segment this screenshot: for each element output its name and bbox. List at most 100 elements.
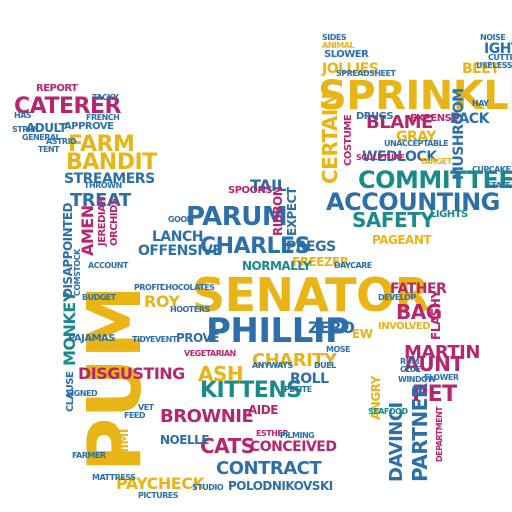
- word-mimi: MIMI: [117, 429, 131, 460]
- word-seafood: SEAFOOD: [368, 407, 408, 416]
- word-contract: CONTRACT: [216, 458, 322, 479]
- word-wedlock: WEDLOCK: [362, 149, 437, 165]
- word-father: FATHER: [390, 281, 447, 297]
- word-involved: INVOLVED: [378, 321, 431, 332]
- word-lights: LIGHTS: [430, 209, 468, 220]
- word-aunt: AUNT: [404, 352, 464, 376]
- word-tent: TENT: [38, 145, 60, 154]
- word-mattress: MATTRESS: [92, 473, 136, 482]
- word-certain: CERTAIN: [318, 92, 342, 184]
- word-ew: EW: [352, 327, 373, 341]
- word-animal: ANIMAL: [322, 41, 355, 50]
- word-good: GOOD: [168, 215, 193, 224]
- word-treat: TREAT: [70, 190, 131, 211]
- word-unacceptable: UNACCEPTABLE: [384, 139, 449, 148]
- word-vet: VET: [138, 403, 154, 412]
- word-develop: DEVELOP: [378, 293, 416, 302]
- word-phillip: PHILLIP: [206, 311, 350, 351]
- word-spoons: SPOONS: [228, 185, 273, 196]
- word-french: FRENCH: [86, 113, 120, 122]
- word-vegetarian: VEGETARIAN: [184, 349, 236, 358]
- word-spreadsheet: SPREADSHEET: [336, 69, 396, 78]
- word-report: REPORT: [36, 83, 78, 94]
- word-budget: BUDGET: [82, 293, 116, 302]
- word-gray: GRAY: [396, 129, 436, 145]
- word-hay: HAY: [472, 99, 489, 108]
- word-state: STATE: [486, 181, 511, 190]
- word-signed: SIGNED: [66, 389, 98, 398]
- word-astrid: ASTRID: [46, 137, 77, 146]
- word-noelle: NOELLE: [160, 433, 209, 447]
- word-tacky: TACKY: [92, 93, 119, 102]
- word-cutting: CUTTING: [488, 53, 512, 62]
- word-esther: ESTHER: [256, 429, 289, 438]
- word-costume: COSTUME: [343, 114, 354, 166]
- word-mose: MOSE: [326, 345, 351, 354]
- word-adult: ADULT: [26, 121, 67, 135]
- word-farm: FARM: [68, 132, 135, 157]
- word-freezer: FREEZER: [292, 255, 349, 269]
- word-normally: NORMALLY: [242, 259, 311, 273]
- word-parum: PARUM: [186, 202, 288, 232]
- word-pajamas: PAJAMAS: [68, 333, 116, 344]
- word-general: GENERAL: [22, 133, 61, 142]
- word-offensive: OFFENSIVE: [138, 243, 222, 259]
- word-accounting: ACCOUNTING: [326, 188, 500, 216]
- word-pet: PET: [412, 382, 457, 407]
- word-monkey: MONKEY: [60, 291, 79, 366]
- word-filming: FILMING: [280, 431, 315, 440]
- word-roll: ROLL: [290, 371, 329, 387]
- word-clue: CLUE: [400, 365, 421, 374]
- word-blame: BLAME: [366, 112, 433, 133]
- word-caterer: CATERER: [14, 94, 121, 119]
- word-duel: DUEL: [314, 361, 336, 370]
- word-pictures: PICTURES: [138, 491, 179, 500]
- word-partner: PARTNER: [408, 383, 432, 482]
- word-bag: BAG: [396, 300, 442, 324]
- word-kittens: KITTENS: [200, 378, 302, 403]
- word-expense: EXPENSE: [410, 113, 458, 124]
- word-chocolates: CHOCOLATES: [160, 283, 215, 292]
- word-roy: ROY: [144, 292, 180, 311]
- word-flower: FLOWER: [424, 373, 459, 382]
- word-drugs: DRUGS: [356, 111, 394, 122]
- word-jollies: JOLLIES: [322, 61, 379, 77]
- word-brownie: BROWNIE: [160, 406, 254, 427]
- word-pageant: PAGEANT: [372, 233, 432, 247]
- word-sculpture: SCULPTURE: [356, 153, 405, 162]
- word-zero: ZERO: [308, 318, 355, 337]
- word-approve: APPROVE: [64, 121, 114, 132]
- word-ight: IGHT: [484, 41, 512, 57]
- word-beet: BEET: [462, 61, 500, 77]
- word-thrown: THROWN: [84, 181, 122, 190]
- word-senator: SENATOR: [192, 268, 430, 322]
- word-slower: SLOWER: [324, 49, 369, 60]
- word-tail: TAIL: [250, 176, 287, 195]
- word-useless: USELESS: [476, 61, 512, 70]
- word-window: WINDOW: [398, 375, 436, 384]
- word-polodnikovski: POLODNIKOVSKI: [228, 479, 333, 493]
- word-hooters: HOOTERS: [170, 305, 210, 314]
- word-charles: CHARLES: [200, 234, 310, 259]
- word-target: TARGET: [420, 157, 452, 166]
- word-petite: PETITE: [284, 385, 312, 394]
- word-bandit: BANDIT: [66, 150, 157, 175]
- word-pregs: PREGS: [286, 239, 336, 255]
- word-rum: RUM: [400, 357, 420, 366]
- word-sides: SIDES: [322, 33, 347, 42]
- word-amen: AMEN: [78, 205, 97, 256]
- word-flashy: FLASHY: [429, 290, 443, 340]
- word-sprinkles: SPRINKLES: [318, 73, 512, 119]
- word-studio: STUDIO: [192, 483, 224, 492]
- word-daycare: DAYCARE: [334, 261, 372, 270]
- word-farmer: FARMER: [72, 451, 106, 460]
- word-cupcake: CUPCAKE: [472, 165, 511, 174]
- word-safety: SAFETY: [352, 208, 435, 232]
- word-disgusting: DISGUSTING: [78, 364, 185, 383]
- word-lanch: LANCH: [152, 229, 203, 245]
- word-charity: CHARITY: [252, 350, 337, 371]
- word-anyways: ANYWAYS: [252, 361, 293, 370]
- word-pack: PACK: [450, 111, 489, 127]
- word-streamers: STREAMERS: [64, 171, 155, 187]
